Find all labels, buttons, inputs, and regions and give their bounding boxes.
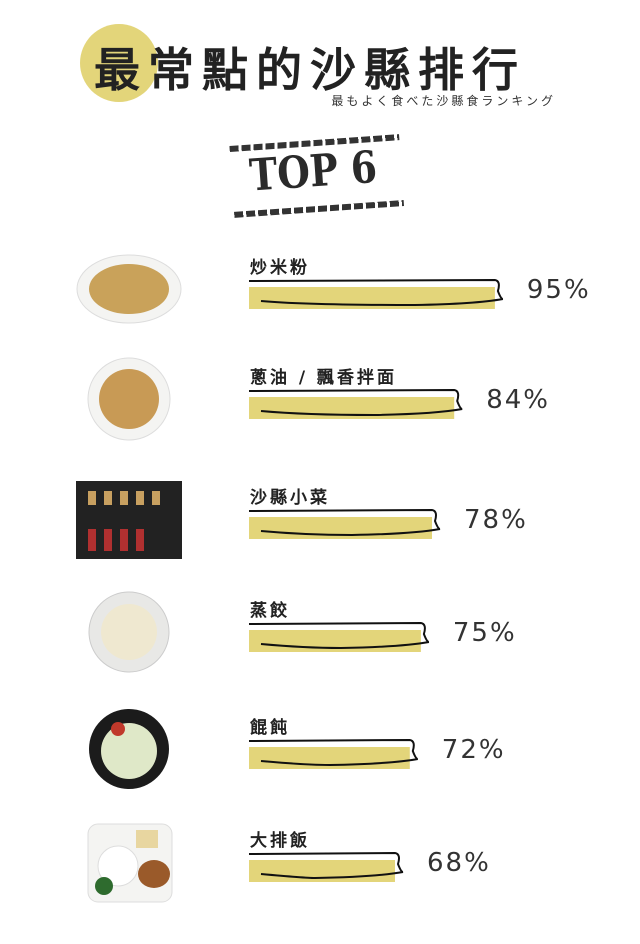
subtitle: 最もよく食べた沙縣食ランキング [331,94,556,108]
food-image [76,481,182,559]
title-rest: 常點的沙縣排行 [148,43,526,97]
item-label: 大排飯 [250,831,310,851]
food-image [88,591,170,673]
page-title: 最常點的沙縣排行 [94,34,526,100]
bar-outline [248,621,430,650]
ranking-row: 蔥油 / 飄香拌面 84% [0,355,640,465]
bar-outline [248,388,463,417]
bar [248,621,430,652]
percent-label: 75% [452,618,517,648]
bar-outline [248,278,504,307]
item-label: 炒米粉 [250,258,310,278]
ranking-row: 餛飩 72% [0,705,640,815]
ranking-row: 蒸餃 75% [0,588,640,698]
ranking-row: 炒米粉 95% [0,245,640,355]
bar [248,508,441,539]
item-label: 沙縣小菜 [250,488,330,508]
percent-label: 72% [441,735,506,765]
ranking-row: 大排飯 68% [0,818,640,928]
bar-outline [248,738,419,767]
percent-label: 78% [464,505,528,535]
badge-stripe-bottom [234,200,405,218]
title-first-char: 最 [94,43,148,97]
bar-outline [248,508,441,537]
item-label: 蒸餃 [250,601,290,621]
title-highlight-circle [80,24,158,102]
percent-label: 84% [486,385,550,415]
item-label: 蔥油 / 飄香拌面 [250,368,398,388]
food-image [87,357,171,441]
food-image [87,823,173,903]
bar-outline [248,851,404,880]
ranking-row: 沙縣小菜 78% [0,475,640,585]
food-image [89,709,169,789]
bar [248,851,404,882]
food-image [76,254,182,324]
top-badge: TOP 6 [229,134,405,226]
item-label: 餛飩 [250,718,290,738]
bar [248,278,504,309]
bar [248,738,419,769]
bar [248,388,463,419]
percent-label: 95% [526,275,591,305]
badge-text: TOP 6 [247,141,379,202]
percent-label: 68% [427,848,491,878]
